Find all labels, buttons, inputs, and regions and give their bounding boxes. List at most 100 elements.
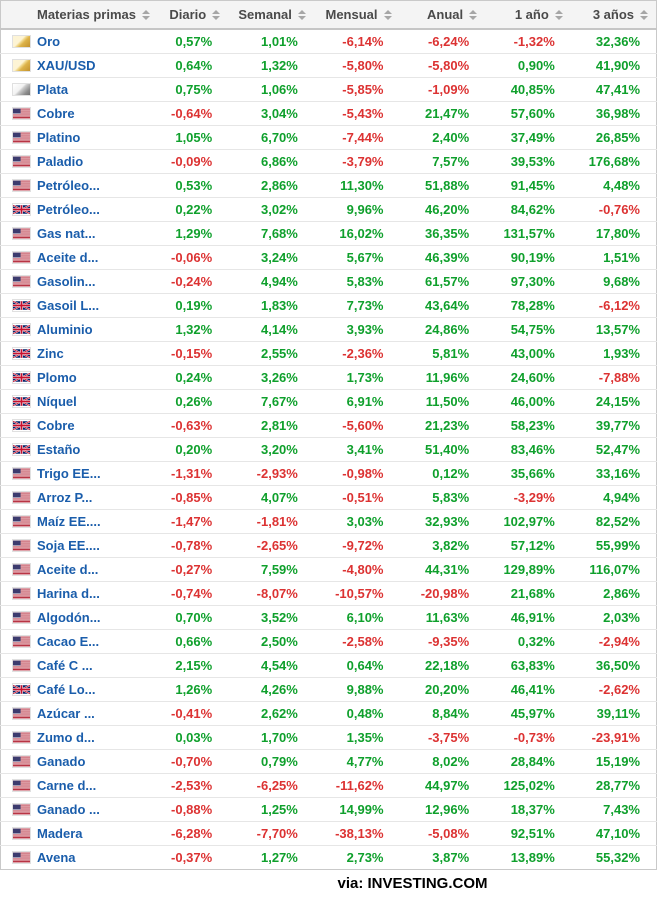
column-header-6[interactable]: 3 años [570, 0, 657, 30]
value-cell: 3,41% [313, 437, 400, 462]
commodity-name-link[interactable]: Aluminio [37, 322, 93, 337]
column-header-5[interactable]: 1 año [485, 0, 571, 30]
uk-flag-icon [13, 396, 30, 407]
commodity-name-link[interactable]: Plomo [37, 370, 77, 385]
commodity-name-link[interactable]: Aceite d... [37, 562, 99, 577]
commodity-name-cell: Oro [1, 29, 143, 54]
commodity-name-cell: Zinc [0, 341, 143, 366]
commodity-name-link[interactable]: XAU/USD [37, 58, 96, 73]
commodity-name-link[interactable]: Harina d... [37, 586, 100, 601]
commodity-name-link[interactable]: Plata [37, 82, 69, 97]
sort-arrows-icon[interactable] [554, 9, 563, 20]
commodity-name-link[interactable]: Petróleo... [37, 202, 100, 217]
commodity-name-link[interactable]: Níquel [37, 394, 77, 409]
commodity-name-link[interactable]: Zinc [37, 346, 64, 361]
us-flag-icon [13, 588, 30, 599]
sort-arrows-icon[interactable] [383, 9, 392, 20]
value-cell: 0,22% [142, 197, 229, 222]
column-header-name[interactable]: Materias primas [0, 0, 150, 30]
us-flag-icon [13, 732, 30, 743]
value-cell: -2,65% [228, 533, 314, 558]
column-header-label: Mensual [325, 7, 378, 22]
commodity-name-link[interactable]: Azúcar ... [37, 706, 95, 721]
value-cell: 26,85% [570, 125, 657, 150]
value-cell: -5,43% [313, 101, 400, 126]
us-flag-icon [13, 660, 30, 671]
commodity-name-link[interactable]: Cobre [37, 106, 75, 121]
commodity-name-link[interactable]: Soja EE.... [37, 538, 100, 553]
commodity-name-cell: Estaño [0, 437, 143, 462]
commodity-name-link[interactable]: Petróleo... [37, 178, 100, 193]
commodity-name-link[interactable]: Estaño [37, 442, 81, 457]
column-header-1[interactable]: Diario [142, 0, 229, 30]
commodity-name-link[interactable]: Algodón... [37, 610, 101, 625]
value-cell: 55,32% [570, 845, 657, 870]
value-cell: -0,09% [142, 149, 229, 174]
commodity-name-link[interactable]: Oro [37, 34, 61, 49]
column-header-3[interactable]: Mensual [313, 0, 400, 30]
sort-arrows-icon[interactable] [640, 9, 648, 20]
us-flag-icon [13, 828, 30, 839]
commodity-name-link[interactable]: Maíz EE.... [37, 514, 101, 529]
sort-arrows-icon[interactable] [212, 9, 221, 20]
table-row: Gasolin... -0,24% 4,94% 5,83% 61,57% 97,30% 9,… [0, 269, 657, 294]
us-flag-icon [13, 492, 30, 503]
table-row: Madera -6,28% -7,70% -38,13% -5,08% 92,51% 47,… [0, 821, 657, 846]
commodity-name-link[interactable]: Café Lo... [37, 682, 96, 697]
value-cell: 4,26% [228, 677, 314, 702]
value-cell: 11,50% [399, 389, 486, 414]
value-cell: 5,83% [313, 269, 400, 294]
commodity-name-link[interactable]: Gasolin... [37, 274, 96, 289]
value-cell: -0,06% [142, 245, 229, 270]
us-flag-icon [13, 276, 30, 287]
table-row: Ganado ... -0,88% 1,25% 14,99% 12,96% 18,37% 7… [0, 797, 657, 822]
commodity-name-link[interactable]: Ganado [37, 754, 86, 769]
commodity-name-link[interactable]: Aceite d... [37, 250, 99, 265]
commodity-name-link[interactable]: Cacao E... [37, 634, 100, 649]
uk-flag-icon [13, 204, 30, 215]
commodity-name-cell: Níquel [0, 389, 143, 414]
commodity-name-cell: Aceite d... [0, 245, 143, 270]
value-cell: 39,77% [570, 413, 657, 438]
value-cell: -7,88% [570, 365, 657, 390]
value-cell: 1,32% [142, 317, 229, 342]
table-row: Níquel 0,26% 7,67% 6,91% 11,50% 46,00% 24,15% [0, 389, 657, 414]
commodity-name-link[interactable]: Platino [37, 130, 81, 145]
commodity-name-link[interactable]: Café C ... [37, 658, 93, 673]
commodity-name-link[interactable]: Arroz P... [37, 490, 93, 505]
value-cell: 14,99% [313, 797, 400, 822]
commodity-name-link[interactable]: Gasoil L... [37, 298, 100, 313]
commodity-name-link[interactable]: Gas nat... [37, 226, 96, 241]
commodity-name-cell: Gasolin... [0, 269, 143, 294]
value-cell: 18,37% [485, 797, 571, 822]
commodity-name-cell: Café C ... [0, 653, 143, 678]
commodity-name-cell: Café Lo... [0, 677, 143, 702]
value-cell: -6,24% [427, 34, 470, 49]
value-cell: 2,55% [228, 341, 314, 366]
commodity-name-cell: Gas nat... [0, 221, 143, 246]
commodity-name-link[interactable]: Paladio [37, 154, 84, 169]
column-header-2[interactable]: Semanal [228, 0, 314, 30]
value-cell: -5,08% [399, 821, 486, 846]
commodity-name-link[interactable]: Avena [37, 850, 76, 865]
commodity-name-link[interactable]: Ganado ... [37, 802, 100, 817]
commodity-name-link[interactable]: Trigo EE... [37, 466, 101, 481]
value-cell: 2,86% [570, 581, 657, 606]
value-cell: 5,81% [399, 341, 486, 366]
sort-arrows-icon[interactable] [469, 9, 478, 20]
column-header-4[interactable]: Anual [399, 0, 486, 30]
value-cell: 21,68% [485, 581, 571, 606]
value-cell: 2,81% [228, 413, 314, 438]
sort-arrows-icon[interactable] [297, 9, 306, 20]
value-cell: 0,64% [142, 53, 229, 78]
commodity-name-link[interactable]: Zumo d... [37, 730, 95, 745]
uk-flag-icon [13, 300, 30, 311]
value-cell: 7,68% [228, 221, 314, 246]
sort-arrows-icon[interactable] [142, 9, 150, 20]
value-cell: 12,96% [399, 797, 486, 822]
value-cell: 0,57% [175, 34, 213, 49]
value-cell: -2,58% [313, 629, 400, 654]
commodity-name-link[interactable]: Cobre [37, 418, 75, 433]
commodity-name-link[interactable]: Madera [37, 826, 83, 841]
commodity-name-link[interactable]: Carne d... [37, 778, 97, 793]
